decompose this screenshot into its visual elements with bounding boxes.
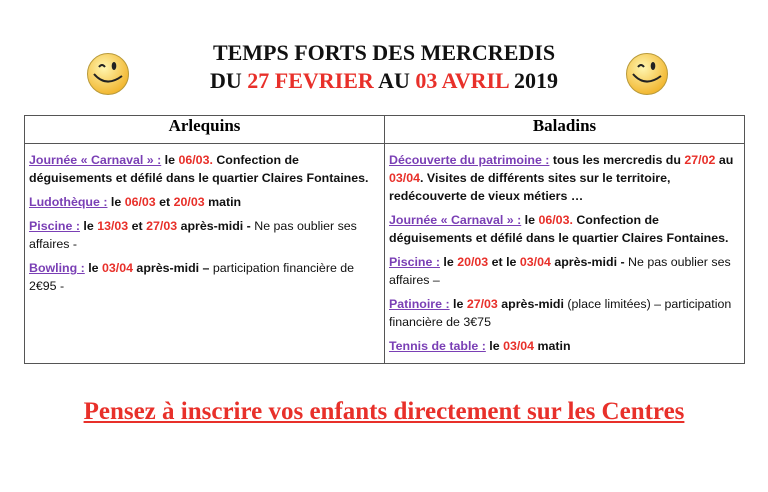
activity-text: Confection de déguisements et défilé dan… — [29, 153, 369, 185]
activity-text: après-midi – — [132, 261, 210, 275]
activity-item: Piscine : le 13/03 et 27/03 après-midi -… — [29, 217, 380, 253]
activity-date: 03/04 — [519, 255, 551, 269]
winking-smiley-icon — [87, 53, 129, 95]
activity-date: 06/03 — [124, 195, 156, 209]
activity-text: matin — [534, 339, 571, 353]
column-header-arlequins: Arlequins — [24, 115, 385, 144]
schedule-table: Arlequins Baladins Journée « Carnaval » … — [24, 115, 745, 364]
arlequins-cell: Journée « Carnaval » : le 06/03. Confect… — [24, 143, 385, 364]
activity-date: 03/04 — [503, 339, 535, 353]
activity-text: le — [84, 261, 102, 275]
activity-item: Ludothèque : le 06/03 et 20/03 matin — [29, 193, 380, 211]
subtitle-year: 2019 — [508, 68, 558, 93]
activity-text: après-midi - — [550, 255, 625, 269]
activity-item: Découverte du patrimoine : tous les merc… — [389, 151, 740, 205]
activity-label: Ludothèque : — [29, 195, 108, 209]
activity-date: 27/03 — [466, 297, 498, 311]
activity-date: 13/03 — [97, 219, 129, 233]
activity-label: Bowling : — [29, 261, 85, 275]
activity-text: Confection de déguisements et défilé dan… — [389, 213, 729, 245]
page-title: TEMPS FORTS DES MERCREDIS — [212, 40, 556, 65]
activity-item: Journée « Carnaval » : le 06/03. Confect… — [29, 151, 380, 187]
column-header-baladins: Baladins — [384, 115, 745, 144]
activity-text: après-midi - — [177, 219, 251, 233]
activity-text: matin — [204, 195, 242, 209]
activity-text: Ne pas oublier ses affaires - — [29, 219, 357, 251]
subtitle-text: AU — [373, 68, 416, 93]
baladins-cell: Découverte du patrimoine : tous les merc… — [384, 143, 745, 364]
activity-text: et — [128, 219, 147, 233]
activity-text: (place limitées) – participation financi… — [389, 297, 732, 329]
activity-text: le — [449, 297, 467, 311]
activity-text: le — [485, 339, 504, 353]
activity-label: Journée « Carnaval » : — [29, 153, 162, 167]
activity-label: Découverte du patrimoine : — [389, 153, 550, 167]
activity-item: Journée « Carnaval » : le 06/03. Confect… — [389, 211, 740, 247]
activity-date: 20/03 — [457, 255, 489, 269]
activity-text: participation financière de 2€95 - — [29, 261, 355, 293]
footer-notice: Pensez à inscrire vos enfants directemen… — [83, 398, 685, 425]
activity-text: le — [107, 195, 125, 209]
activity-date: 03/04 — [389, 171, 421, 185]
activity-date: 03/04 — [101, 261, 133, 275]
start-date: 27 FEVRIER — [247, 68, 374, 93]
activity-date: 06/03. — [178, 153, 213, 167]
activity-date: 20/03 — [173, 195, 205, 209]
activity-text: le — [161, 153, 179, 167]
activity-item: Tennis de table : le 03/04 matin — [389, 337, 740, 355]
activity-text: et — [155, 195, 174, 209]
activity-label: Piscine : — [389, 255, 440, 269]
activity-text: tous les mercredis du — [549, 153, 685, 167]
subtitle-text: DU — [210, 68, 248, 93]
activity-text: Ne pas oublier ses affaires – — [389, 255, 731, 287]
page-subtitle: DU 27 FEVRIER AU 03 AVRIL 2019 — [0, 68, 768, 94]
activity-text: le — [439, 255, 458, 269]
activity-text: . Visites de différents sites sur le ter… — [389, 171, 671, 203]
activity-text: le — [521, 213, 539, 227]
activity-text: et le — [488, 255, 520, 269]
activity-label: Patinoire : — [389, 297, 450, 311]
activity-date: 06/03. — [538, 213, 573, 227]
activity-text: au — [715, 153, 734, 167]
activity-label: Piscine : — [29, 219, 80, 233]
activity-label: Tennis de table : — [389, 339, 486, 353]
activity-item: Piscine : le 20/03 et le 03/04 après-mid… — [389, 253, 740, 289]
activity-label: Journée « Carnaval » : — [389, 213, 522, 227]
activity-date: 27/02 — [684, 153, 716, 167]
activity-text: le — [79, 219, 98, 233]
end-date: 03 AVRIL — [415, 68, 509, 93]
activity-date: 27/03 — [146, 219, 178, 233]
winking-smiley-icon — [626, 53, 668, 95]
activity-item: Patinoire : le 27/03 après-midi (place l… — [389, 295, 740, 331]
activity-item: Bowling : le 03/04 après-midi – particip… — [29, 259, 380, 295]
activity-text: après-midi — [497, 297, 564, 311]
